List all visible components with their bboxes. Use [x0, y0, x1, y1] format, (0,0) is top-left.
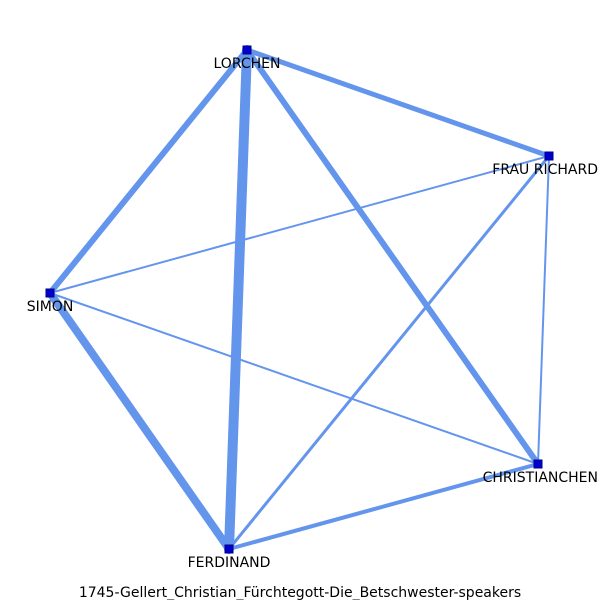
node-label-lorchen: LORCHEN — [214, 56, 281, 72]
edges-layer — [46, 45, 552, 554]
node-ferdinand — [224, 544, 234, 554]
node-frau_richard — [544, 151, 554, 161]
edge-simon-ferdinand — [46, 289, 233, 553]
node-label-ferdinand: FERDINAND — [188, 555, 271, 571]
node-simon — [45, 288, 55, 298]
edge-lorchen-frau_richard — [244, 47, 552, 159]
edge-lorchen-christianchen — [244, 47, 541, 467]
edge-ferdinand-christianchen — [227, 462, 540, 551]
edge-frau_richard-christianchen — [537, 155, 550, 465]
node-label-frau_richard: FRAU RICHARD — [492, 162, 598, 178]
node-lorchen — [242, 45, 252, 55]
edge-simon-frau_richard — [49, 155, 550, 294]
labels-layer: LORCHEN FRAU RICHARD SIMON CHRISTIANCHEN FER… — [27, 56, 598, 571]
edge-frau_richard-ferdinand — [227, 154, 551, 551]
nodes-layer — [45, 45, 554, 554]
node-christianchen — [533, 459, 543, 469]
edge-lorchen-simon — [47, 47, 250, 296]
node-label-christianchen: CHRISTIANCHEN — [483, 470, 598, 486]
graph-caption: 1745-Gellert_Christian_Fürchtegott-Die_B… — [79, 585, 521, 600]
edge-lorchen-ferdinand — [224, 45, 252, 554]
edge-simon-christianchen — [49, 292, 539, 465]
node-label-simon: SIMON — [27, 299, 74, 315]
